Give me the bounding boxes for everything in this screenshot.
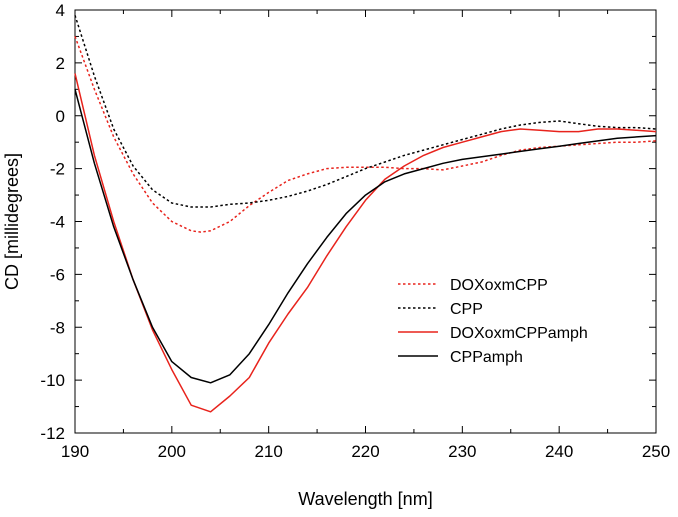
x-tick-label: 250	[642, 442, 670, 461]
x-tick-label: 230	[448, 442, 476, 461]
y-tick-label: -10	[40, 371, 65, 390]
plot-frame	[74, 9, 657, 434]
x-axis-title: Wavelength [nm]	[298, 489, 432, 509]
series-line-cppamph	[74, 89, 657, 384]
legend: DOXoxmCPP CPP DOXoxmCPPamph CPPamph	[398, 277, 588, 366]
series-lines	[74, 15, 657, 413]
y-tick-label: -12	[40, 424, 65, 443]
tick-labels: 190 200 210 220 230 240 250 -12 -10 -8 -6 -4 -2 0 2 4	[40, 1, 670, 461]
series-line-doxoxmcppamph	[74, 73, 657, 413]
y-tick-label: -4	[50, 213, 65, 232]
y-tick-label: 4	[56, 1, 65, 20]
y-tick-label: -2	[50, 160, 65, 179]
series-line-cpp	[74, 15, 657, 208]
legend-label: CPPamph	[450, 349, 523, 366]
y-tick-label: -8	[50, 318, 65, 337]
legend-label: DOXoxmCPPamph	[450, 325, 588, 342]
x-tick-label: 190	[61, 442, 89, 461]
x-tick-label: 240	[545, 442, 573, 461]
x-tick-label: 220	[351, 442, 379, 461]
y-tick-label: 0	[56, 107, 65, 126]
x-tick-label: 200	[158, 442, 186, 461]
y-tick-label: 2	[56, 54, 65, 73]
x-tick-label: 210	[254, 442, 282, 461]
series-line-doxoxmcpp	[74, 36, 657, 233]
y-tick-label: -6	[50, 265, 65, 284]
legend-label: DOXoxmCPP	[450, 277, 548, 294]
legend-label: CPP	[450, 301, 483, 318]
axis-ticks	[74, 9, 657, 434]
y-axis-title: CD [millidegrees]	[2, 153, 22, 290]
